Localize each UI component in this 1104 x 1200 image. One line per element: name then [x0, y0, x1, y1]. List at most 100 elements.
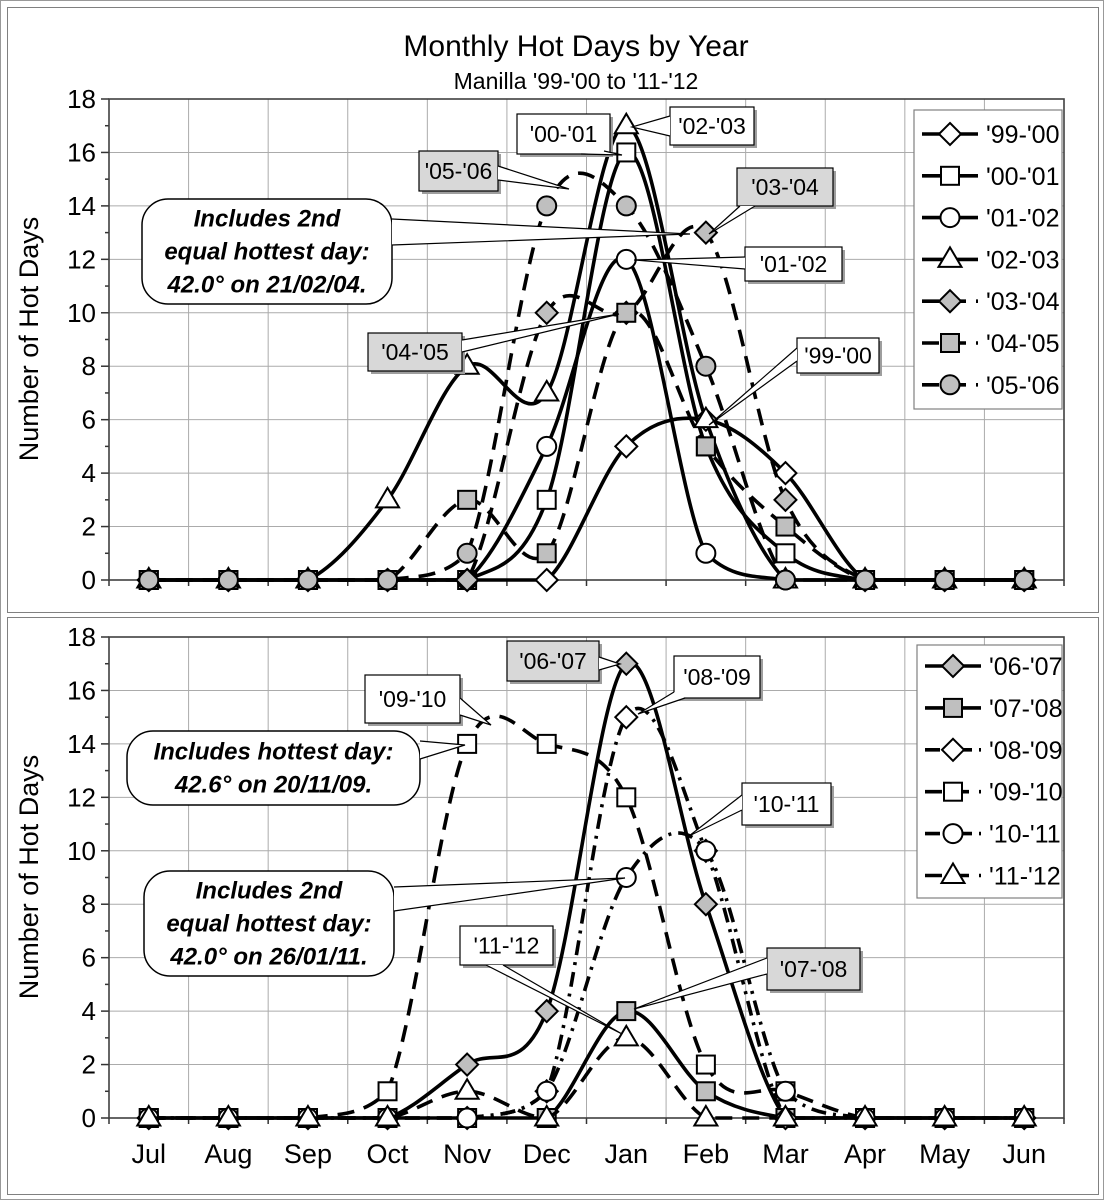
callout-02-03: '02-'03: [629, 106, 757, 148]
callout-09-10: '09-'10: [364, 674, 492, 726]
annotation-text: Includes hottest day:: [153, 739, 393, 766]
y-tick-label: 8: [82, 351, 96, 381]
x-tick-label: May: [919, 1139, 971, 1169]
legend-label: '02-'03: [986, 246, 1060, 274]
annotation-text: 42.0° on 21/02/04.: [166, 272, 366, 299]
callout-01-02: '01-'02: [633, 246, 845, 284]
callout-11-12: '11-'12: [459, 925, 623, 1035]
x-tick-label: Sep: [284, 1139, 332, 1169]
y-tick-label: 2: [82, 512, 96, 542]
annotation-text: 42.0° on 26/01/11.: [169, 944, 367, 971]
legend-bottom: '06-'07 '07-'08 '08-'09 '09-'10 '10-'11 '11-'…: [916, 644, 1063, 899]
callout-10-11: '10-'11: [688, 782, 834, 837]
legend-entry: '04-'05: [922, 330, 1060, 358]
callout-label: '07-'08: [780, 956, 848, 982]
callout-label: '06-'07: [519, 648, 587, 674]
callout-label: '04-'05: [381, 339, 449, 365]
x-tick-label: Feb: [683, 1139, 730, 1169]
y-tick-label: 0: [82, 1103, 96, 1133]
y-tick-label: 10: [67, 836, 96, 866]
annotation-text: equal hottest day:: [166, 911, 371, 938]
legend-entry: '01-'02: [922, 205, 1060, 233]
legend-label: '05-'06: [986, 372, 1060, 400]
y-tick-label: 4: [82, 996, 96, 1026]
legend-label: '00-'01: [986, 163, 1060, 191]
y-tick-label: 16: [67, 137, 96, 167]
y-tick-label: 14: [67, 191, 96, 221]
y-tick-label: 14: [67, 729, 96, 759]
bottom-chart: Number of Hot Days 0 2 4 6 8 10 12 14 16 18 Jul Aug…: [14, 622, 1065, 1169]
callout-label: '03-'04: [751, 174, 819, 200]
y-axis-title-bottom: Number of Hot Days: [14, 755, 44, 1000]
legend-label: '03-'04: [986, 288, 1060, 316]
callout-05-06: '05-'06: [418, 150, 570, 194]
y-tick-label: 2: [82, 1050, 96, 1080]
series-11-12: [135, 1023, 1038, 1127]
annotation-text: Includes 2nd: [196, 878, 344, 905]
annotation-text: equal hottest day:: [164, 239, 369, 266]
x-tick-label: Jul: [132, 1139, 167, 1169]
x-tick-label: Aug: [204, 1139, 252, 1169]
x-tick-label: Jun: [1002, 1139, 1046, 1169]
callout-08-09: '08-'09: [637, 655, 763, 715]
y-tick-label: 10: [67, 298, 96, 328]
axes-top: 0 2 4 6 8 10 12 14 16 18: [67, 84, 1065, 595]
legend-label: '08-'09: [989, 737, 1063, 765]
legend-entry: '99-'00: [922, 121, 1060, 149]
callout-label: '11-'12: [474, 933, 540, 959]
x-tick-label: Jan: [605, 1139, 649, 1169]
x-tick-label: Oct: [367, 1139, 410, 1169]
callout-label: '09-'10: [379, 686, 447, 712]
legend-entry: '10-'11: [925, 821, 1061, 849]
y-tick-label: 12: [67, 244, 96, 274]
y-tick-label: 16: [67, 675, 96, 705]
x-tick-label: Nov: [443, 1139, 492, 1169]
legend-label: '04-'05: [986, 330, 1060, 358]
y-tick-label: 0: [82, 565, 96, 595]
legend-entry: '11-'12: [925, 861, 1061, 891]
legend-entry: '00-'01: [922, 163, 1060, 191]
x-tick-label: Apr: [844, 1139, 886, 1169]
legend-entry: '02-'03: [922, 245, 1060, 274]
y-tick-label: 18: [67, 622, 96, 652]
legend-label: '01-'02: [986, 205, 1060, 233]
callout-label: '08-'09: [683, 664, 751, 690]
callout-label: '02-'03: [678, 113, 746, 139]
y-axis-title-top: Number of Hot Days: [14, 217, 44, 462]
legend-entry: '06-'07: [925, 653, 1063, 681]
annotation-bubble: Includes 2nd equal hottest day: 42.0° on 2…: [141, 198, 691, 305]
legend-entry: '08-'09: [925, 737, 1063, 765]
y-tick-label: 6: [82, 405, 96, 435]
legend-top: '99-'00 '00-'01 '01-'02 '02-'03 '03-'04 '04-'…: [913, 109, 1063, 410]
y-tick-label: 6: [82, 943, 96, 973]
x-tick-label: Mar: [762, 1139, 809, 1169]
top-chart: Number of Hot Days 0 2 4 6 8 10 12 14 16 18 '99-'0…: [14, 84, 1065, 595]
callout-label: '05-'06: [425, 158, 493, 184]
legend-label: '06-'07: [989, 653, 1063, 681]
legend-entry: '07-'08: [925, 695, 1063, 723]
legend-label: '09-'10: [989, 779, 1063, 807]
callout-label: '01-'02: [760, 251, 828, 277]
callout-00-01: '00-'01: [516, 113, 623, 157]
annotation-text: 42.6° on 20/11/09.: [174, 772, 372, 799]
bottom-chart-panel: Number of Hot Days 0 2 4 6 8 10 12 14 16 18 Jul Aug…: [7, 617, 1099, 1195]
callout-99-00: '99-'00: [708, 337, 882, 426]
legend-entry: '05-'06: [922, 372, 1060, 400]
callout-label: '00-'01: [530, 121, 598, 147]
annotation-bubble: Includes 2nd equal hottest day: 42.0° on 2…: [143, 870, 626, 977]
legend-entry: '03-'04: [922, 288, 1060, 316]
callout-06-07: '06-'07: [506, 640, 623, 684]
legend-label: '07-'08: [989, 695, 1063, 723]
callout-04-05: '04-'05: [367, 313, 620, 374]
legend-label: '10-'11: [989, 821, 1061, 849]
callout-07-08: '07-'08: [633, 947, 863, 1010]
y-tick-label: 8: [82, 889, 96, 919]
callout-03-04: '03-'04: [708, 167, 836, 235]
series-05-06: [138, 171, 1035, 591]
callout-label: '99-'00: [804, 343, 872, 369]
y-tick-label: 12: [67, 782, 96, 812]
y-tick-label: 18: [67, 84, 96, 114]
chart-subtitle: Manilla '99-'00 to '11-'12: [453, 68, 699, 94]
chart-title: Monthly Hot Days by Year: [403, 30, 749, 63]
